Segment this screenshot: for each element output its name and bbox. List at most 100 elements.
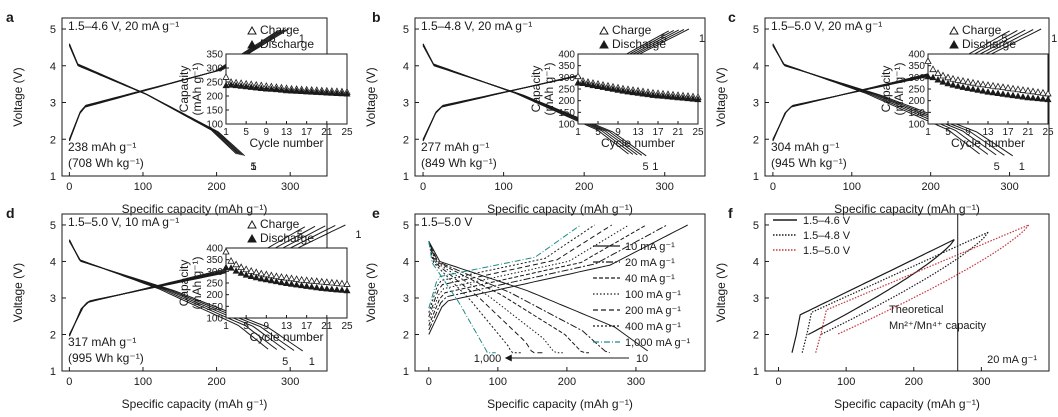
legend-rate-label: 400 mA g⁻¹ <box>625 321 681 333</box>
inset-discharge-point <box>313 88 321 95</box>
x-tick-label: 200 <box>575 181 593 193</box>
inset-discharge-point <box>298 281 306 289</box>
x-tick-label: 0 <box>66 376 72 388</box>
inset-discharge-point <box>262 275 270 283</box>
charge-curve <box>428 224 581 309</box>
y-axis-label: Voltage (V) <box>714 67 728 126</box>
inset-x-tick-label: 25 <box>1042 127 1054 138</box>
inset-charge-point <box>232 260 240 268</box>
theoretical-label: Mn²⁺/Mn⁴⁺ capacity <box>889 320 987 332</box>
discharge-curve <box>428 241 589 354</box>
inset-discharge-point <box>584 80 592 88</box>
x-tick-label: 200 <box>207 181 225 193</box>
inset-discharge-point <box>1034 94 1042 102</box>
inset-discharge-point <box>227 264 235 271</box>
inset-discharge-point <box>303 282 311 289</box>
panel-condition-label: 1.5–5.0 V <box>421 215 472 229</box>
inset-x-tick-label: 1 <box>223 321 229 332</box>
legend-discharge-label: Discharge <box>260 231 314 245</box>
charge-curve <box>428 224 613 318</box>
capacity-annotation: 317 mAh g⁻¹ <box>68 335 136 349</box>
y-tick-label: 1 <box>50 366 56 378</box>
legend-rate-label: 1,000 mA g⁻¹ <box>625 337 690 349</box>
y-tick-label: 4 <box>753 256 759 268</box>
x-tick-label: 300 <box>656 181 674 193</box>
x-tick-label: 300 <box>281 181 299 193</box>
inset-discharge-point <box>298 87 306 95</box>
inset-discharge-point <box>659 92 667 99</box>
inset-y-tick-label: 400 <box>908 50 925 61</box>
inset-discharge-point <box>594 82 602 89</box>
inset-y-tick-label: 150 <box>908 108 925 119</box>
inset-discharge-point <box>629 88 637 96</box>
inset-x-tick-label: 13 <box>281 127 293 138</box>
y-tick-label: 3 <box>403 98 409 110</box>
charge-curve <box>801 231 989 353</box>
inset-y-tick-label: 150 <box>206 302 223 313</box>
inset-x-tick-label: 13 <box>281 321 293 332</box>
y-tick-label: 4 <box>50 61 56 73</box>
inset-discharge-point <box>944 79 952 87</box>
inset-y-tick-label: 150 <box>558 108 575 119</box>
y-tick-label: 2 <box>753 329 759 341</box>
cycle-label-5: 5 <box>297 229 303 241</box>
y-tick-label: 3 <box>753 293 759 305</box>
x-tick-label: 100 <box>134 376 152 388</box>
x-tick-label: 100 <box>843 181 861 193</box>
cycle-label-5: 5 <box>642 161 648 173</box>
inset-y-tick-label: 100 <box>206 314 223 325</box>
inset-charge-point <box>1029 87 1037 95</box>
legend-rate-label: 100 mA g⁻¹ <box>625 289 681 301</box>
inset-discharge-point <box>277 278 285 286</box>
legend-charge-label: Charge <box>962 23 1002 37</box>
inset-x-tick-label: 9 <box>264 321 270 332</box>
inset-charge-point <box>318 277 326 285</box>
inset-discharge-point <box>308 283 316 290</box>
y-tick-label: 1 <box>403 366 409 378</box>
inset-x-axis-label: Cycle number <box>249 136 323 150</box>
legend-discharge-label: Discharge <box>260 37 314 51</box>
inset-discharge-point <box>272 277 280 285</box>
cycle-label-5: 5 <box>661 33 667 45</box>
inset-x-tick-label: 5 <box>243 127 249 138</box>
x-tick-label: 0 <box>770 181 776 193</box>
inset-discharge-point <box>674 93 682 101</box>
panel-e: 0 100 200 300 1 2 3 4 5 Specific capacity (mAh g⁻… <box>364 205 706 411</box>
inset-y-axis-unit: (mAh g⁻¹) <box>190 62 204 115</box>
charge-curve <box>422 30 670 142</box>
y-axis-label: Voltage (V) <box>714 263 728 322</box>
inset-charge-point <box>924 57 932 64</box>
y-tick-label: 3 <box>50 293 56 305</box>
inset-discharge-point <box>257 274 265 282</box>
inset-x-tick-label: 5 <box>945 127 951 138</box>
inset-charge-point <box>984 81 992 88</box>
inset-discharge-point <box>237 269 245 276</box>
panel-a: 0 100 200 300 1 2 3 4 5 Specific capacity (mAh g⁻… <box>6 9 353 216</box>
cycle-label-5: 5 <box>282 356 288 368</box>
x-tick-label: 300 <box>972 376 990 388</box>
inset-discharge-point <box>318 88 326 96</box>
inset-discharge-point <box>328 285 336 292</box>
x-tick-label: 0 <box>66 181 72 193</box>
legend-rate-label: 10 mA g⁻¹ <box>625 241 675 253</box>
inset-y-axis-label: Capacity <box>879 66 893 113</box>
inset-discharge-point <box>1014 92 1022 99</box>
inset-charge-point <box>929 65 937 73</box>
inset-x-tick-label: 17 <box>1002 127 1014 138</box>
inset-discharge-point <box>262 85 270 92</box>
inset-x-tick-label: 5 <box>595 127 601 138</box>
discharge-curve <box>428 241 610 354</box>
x-tick-label: 100 <box>837 376 855 388</box>
inset-x-tick-label: 9 <box>615 127 621 138</box>
inset-discharge-point <box>338 89 346 97</box>
y-tick-label: 5 <box>753 24 759 36</box>
legend-charge-marker <box>247 219 257 229</box>
y-tick-label: 3 <box>50 98 56 110</box>
cycle-label-5: 5 <box>1001 33 1007 45</box>
panel-condition-label: 1.5–5.0 V, 10 mA g⁻¹ <box>68 215 179 229</box>
inset-discharge-point <box>277 86 285 93</box>
inset-discharge-point <box>579 79 587 86</box>
inset-charge-point <box>1014 85 1022 93</box>
inset-discharge-point <box>954 82 962 89</box>
legend-charge-label: Charge <box>612 23 652 37</box>
